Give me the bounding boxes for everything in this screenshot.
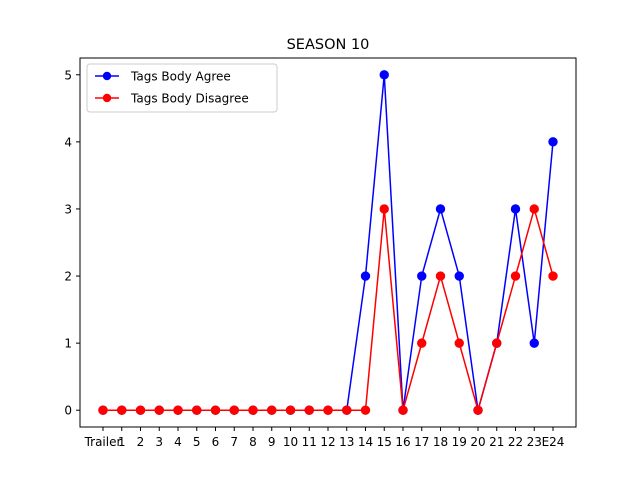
y-tick-label: 0 bbox=[64, 404, 72, 418]
data-point bbox=[417, 271, 427, 281]
data-point bbox=[492, 338, 502, 348]
data-point bbox=[135, 405, 146, 415]
x-tick-label: 4 bbox=[174, 435, 182, 449]
x-tick-label: 7 bbox=[230, 435, 238, 449]
data-point bbox=[548, 271, 558, 281]
data-point bbox=[435, 204, 446, 214]
data-point bbox=[248, 405, 258, 415]
legend-label: Tags Body Disagree bbox=[130, 92, 249, 106]
data-point bbox=[454, 338, 464, 348]
data-point bbox=[154, 405, 164, 415]
x-tick-label: 17 bbox=[414, 435, 429, 449]
data-point bbox=[210, 405, 221, 415]
x-tick-label: 2 bbox=[137, 435, 145, 449]
y-tick-label: 2 bbox=[64, 270, 72, 284]
x-tick-label: 13 bbox=[339, 435, 354, 449]
data-point bbox=[342, 405, 352, 415]
chart-title: SEASON 10 bbox=[287, 37, 370, 53]
y-tick-label: 3 bbox=[64, 202, 72, 216]
legend-box bbox=[86, 63, 278, 113]
data-point bbox=[548, 137, 558, 147]
data-point bbox=[304, 405, 314, 415]
plot-series bbox=[98, 70, 558, 415]
y-tick-label: 1 bbox=[64, 337, 72, 351]
data-point bbox=[173, 405, 183, 415]
data-point bbox=[417, 338, 427, 348]
x-tick-label: 3 bbox=[155, 435, 163, 449]
data-point bbox=[192, 405, 202, 415]
data-point bbox=[379, 70, 389, 80]
legend-marker bbox=[102, 93, 112, 103]
legend: Tags Body Agree Tags Body Disagree bbox=[86, 63, 278, 113]
data-point bbox=[285, 405, 296, 415]
data-point bbox=[529, 204, 539, 214]
x-tick-label: 14 bbox=[358, 435, 373, 449]
legend-entry: Tags Body Agree bbox=[95, 70, 231, 84]
series-tags-body-disagree bbox=[98, 204, 558, 415]
plot-frame bbox=[79, 57, 577, 428]
x-tick-label: 1 bbox=[118, 435, 126, 449]
data-point bbox=[360, 405, 371, 415]
data-point bbox=[398, 405, 408, 415]
data-point bbox=[117, 405, 127, 415]
x-tick-label: 5 bbox=[193, 435, 201, 449]
x-tick-label: 22 bbox=[508, 435, 523, 449]
y-tick-label: 5 bbox=[64, 68, 72, 82]
x-tick-label: E24 bbox=[542, 435, 565, 449]
x-tick-label: 21 bbox=[489, 435, 504, 449]
x-tick-label: 10 bbox=[283, 435, 298, 449]
x-tick-label: 19 bbox=[452, 435, 467, 449]
legend-entry: Tags Body Disagree bbox=[95, 92, 249, 106]
data-point bbox=[267, 405, 277, 415]
y-tick-label: 4 bbox=[64, 135, 72, 149]
data-point bbox=[454, 271, 464, 281]
data-point bbox=[510, 204, 521, 214]
x-tick-label: 12 bbox=[320, 435, 335, 449]
data-point bbox=[98, 405, 108, 415]
y-axis: 0 1 2 3 4 5 bbox=[64, 68, 80, 418]
data-point bbox=[229, 405, 239, 415]
data-point bbox=[529, 338, 539, 348]
x-tick-label: 16 bbox=[395, 435, 410, 449]
legend-marker bbox=[102, 71, 112, 81]
x-tick-label: 6 bbox=[212, 435, 220, 449]
data-point bbox=[435, 271, 446, 281]
x-tick-label: 15 bbox=[377, 435, 392, 449]
x-tick-label: 11 bbox=[302, 435, 317, 449]
data-point bbox=[473, 405, 483, 415]
x-tick-label: 23 bbox=[527, 435, 542, 449]
x-tick-label: 9 bbox=[268, 435, 276, 449]
x-tick-label: 20 bbox=[470, 435, 485, 449]
data-point bbox=[360, 271, 371, 281]
x-tick-label: Trailer bbox=[84, 435, 122, 449]
data-point bbox=[510, 271, 521, 281]
data-point bbox=[323, 405, 333, 415]
x-tick-label: 18 bbox=[433, 435, 448, 449]
legend-label: Tags Body Agree bbox=[130, 70, 231, 84]
data-point bbox=[379, 204, 389, 214]
x-tick-label: 8 bbox=[249, 435, 257, 449]
